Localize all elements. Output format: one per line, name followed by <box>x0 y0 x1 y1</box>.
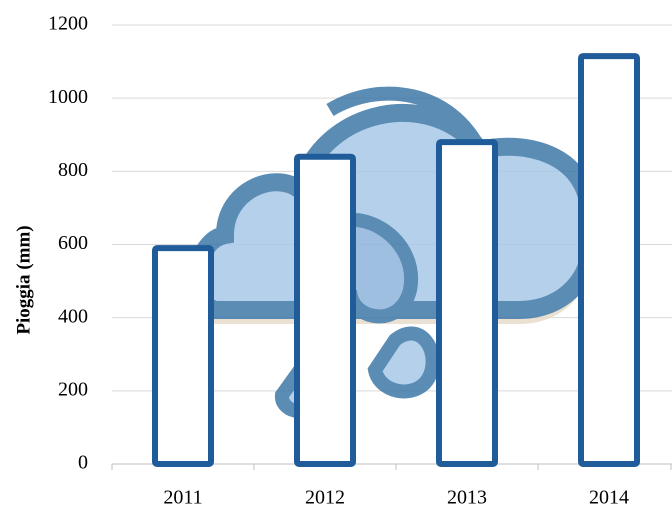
bar <box>152 245 214 467</box>
bar <box>436 139 498 467</box>
x-tick-label: 2011 <box>163 487 202 509</box>
bar <box>294 153 356 467</box>
y-tick-label: 800 <box>58 159 88 181</box>
x-tick-label: 2012 <box>305 487 345 509</box>
y-tick-label: 1200 <box>48 13 88 35</box>
x-tick-label: 2014 <box>589 487 629 509</box>
y-tick-label: 400 <box>58 305 88 327</box>
bar <box>578 53 640 468</box>
y-tick-label: 1000 <box>48 86 88 108</box>
y-axis-label: Pioggia (mm) <box>13 225 34 334</box>
background-cloud <box>187 86 601 419</box>
y-tick-label: 600 <box>58 232 88 254</box>
y-tick-label: 200 <box>58 378 88 400</box>
y-tick-label: 0 <box>78 452 88 474</box>
x-tick-label: 2013 <box>447 487 487 509</box>
